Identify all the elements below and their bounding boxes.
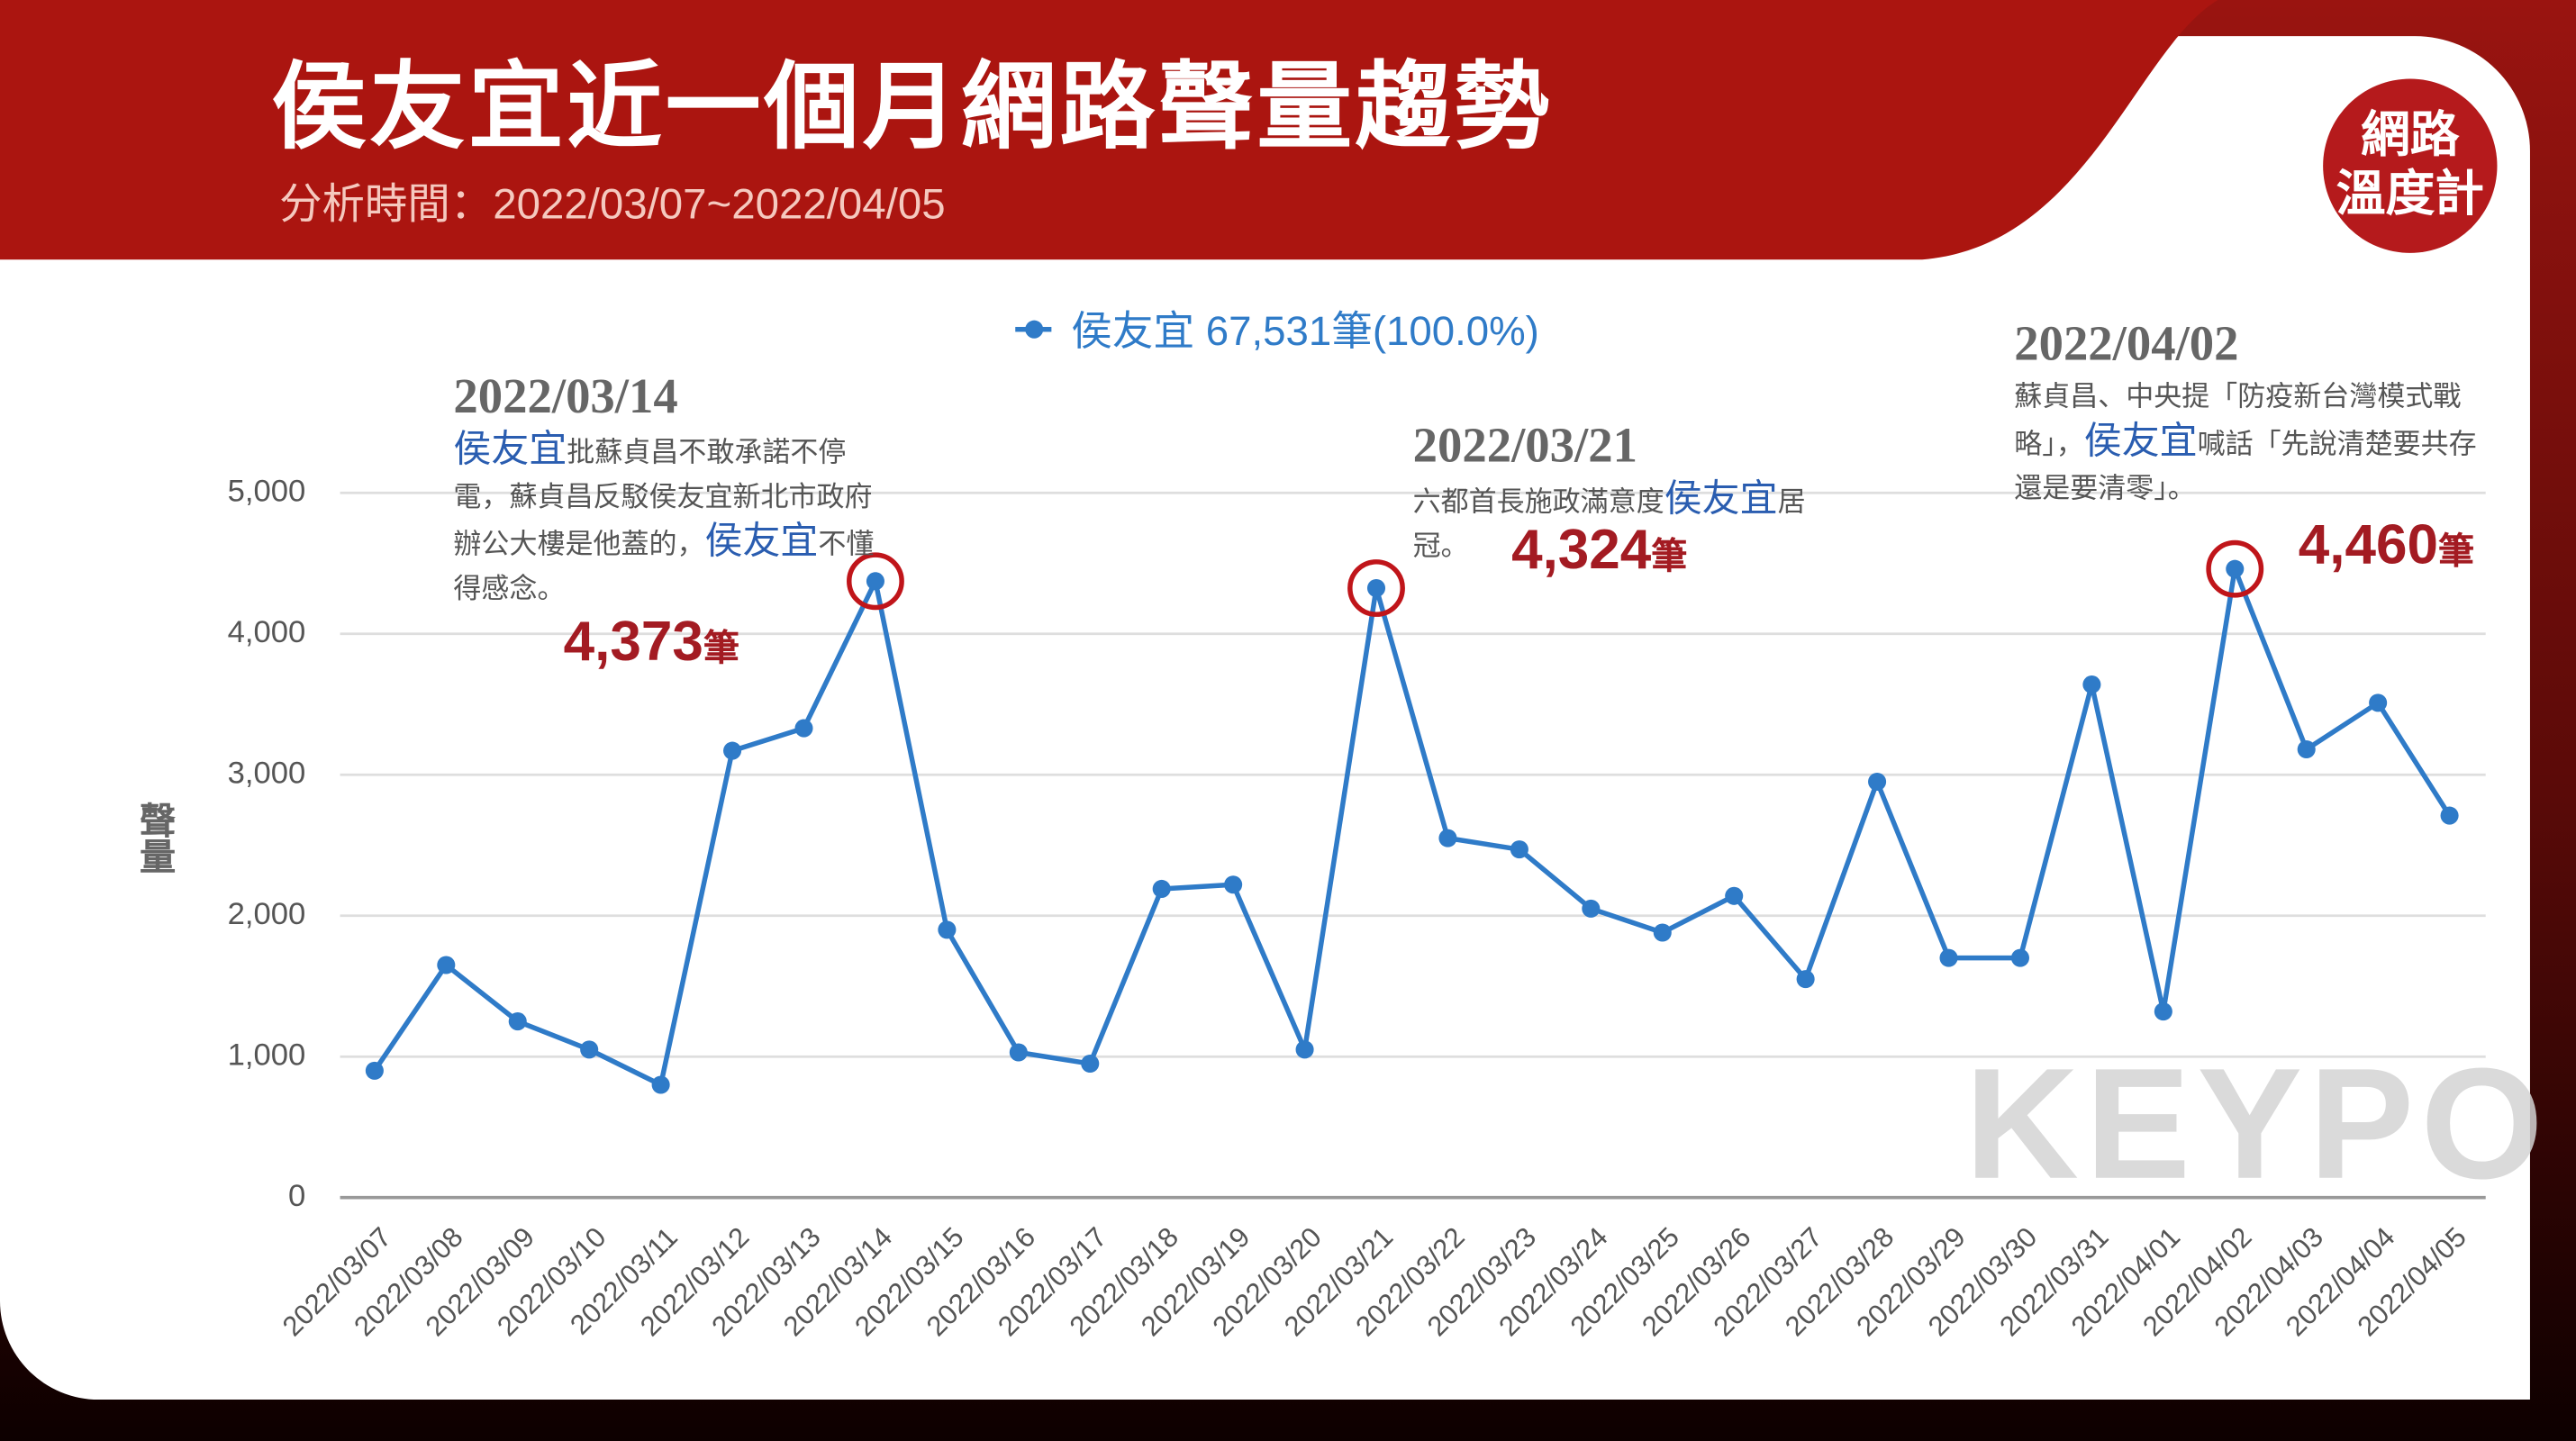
annotation-name: 侯友宜 — [2083, 419, 2198, 462]
y-axis-label: 聲量 — [134, 802, 177, 875]
data-point — [2154, 1002, 2172, 1021]
data-point — [1081, 1054, 1100, 1074]
annotation-name: 侯友宜 — [704, 519, 819, 562]
series-line — [372, 566, 2452, 1088]
data-point — [866, 572, 884, 591]
data-point — [1009, 1043, 1028, 1062]
data-point — [1152, 879, 1171, 898]
data-point — [2369, 693, 2388, 712]
annotation-text: 不懂得感念。 — [453, 529, 875, 605]
chart-subtitle: 分析時間：2022/03/07~2022/04/05 — [279, 178, 946, 229]
data-point — [938, 920, 957, 939]
legend-detail: 67,531筆(100.0%) — [1205, 308, 1539, 355]
header-band — [0, 0, 2218, 260]
annotation: 2022/03/21 六都首長施政滿意度侯友宜居冠。 — [1413, 417, 1848, 568]
legend-label: 侯友宜 — [1071, 308, 1195, 355]
data-point — [1939, 948, 1958, 967]
annotation-name: 侯友宜 — [1664, 476, 1778, 520]
y-tick-label: 5,000 — [228, 474, 306, 508]
y-tick-label: 0 — [288, 1179, 305, 1213]
y-tick-label: 4,000 — [228, 615, 306, 649]
data-point — [1438, 829, 1457, 847]
value-label: 4,324筆 — [1511, 519, 1687, 583]
legend-marker — [1015, 319, 1052, 338]
data-point — [1224, 875, 1243, 894]
data-point — [723, 741, 742, 760]
data-point — [651, 1075, 670, 1094]
data-point — [2010, 948, 2029, 967]
logo-line: 溫度計 — [2336, 168, 2484, 222]
data-point — [365, 1061, 384, 1080]
data-point — [1653, 923, 1672, 942]
y-tick-label: 1,000 — [228, 1038, 306, 1072]
logo-line: 網路 — [2361, 108, 2460, 163]
value-label-number: 4,373 — [563, 611, 703, 674]
data-point — [1725, 886, 1744, 905]
annotation-name: 侯友宜 — [453, 427, 567, 470]
data-point — [1868, 772, 1887, 792]
legend-entry: 侯友宜 67,531筆(100.0%) — [1015, 299, 1539, 358]
value-label-unit: 筆 — [703, 627, 739, 669]
annotation-text: 批蘇貞昌不敢承諾不停電，蘇貞昌反駁侯友宜新北市政府辦公大樓是他蓋的， — [453, 437, 873, 560]
annotation-date: 2022/04/02 — [2014, 317, 2239, 372]
data-point — [1796, 970, 1815, 989]
data-point — [2082, 675, 2101, 694]
annotation: 2022/04/02 蘇貞昌、中央提「防疫新台灣模式戰略」，侯友宜喊話「先說清楚要… — [2014, 315, 2490, 511]
data-point — [1510, 840, 1528, 859]
data-point — [1366, 578, 1386, 598]
data-point — [2440, 806, 2459, 825]
data-point — [580, 1040, 599, 1059]
value-label-number: 4,460 — [2298, 513, 2438, 577]
y-tick-label: 3,000 — [228, 756, 306, 790]
y-tick-label: 2,000 — [228, 897, 306, 931]
annotation-text: 喊話「先說清楚要共存還是要清零」。 — [2014, 429, 2477, 504]
annotation-text: 蘇貞昌、中央提「防疫新台灣模式戰略」， — [2014, 381, 2462, 460]
data-point — [437, 956, 456, 974]
data-point — [1582, 899, 1601, 918]
data-point — [2226, 559, 2245, 578]
data-point — [1295, 1040, 1314, 1059]
panel — [0, 36, 2530, 1400]
value-label: 4,373筆 — [564, 612, 739, 675]
chart-title: 侯友宜近一個月網路聲量趨勢 — [270, 54, 1553, 161]
annotation-date: 2022/03/14 — [453, 369, 678, 424]
data-point — [794, 719, 813, 738]
value-label: 4,460筆 — [2299, 514, 2474, 578]
annotation-date: 2022/03/21 — [1412, 419, 1637, 474]
annotation-text: 居冠。 — [1412, 485, 1806, 562]
value-label-unit: 筆 — [2437, 530, 2475, 572]
annotation-text: 六都首長施政滿意度 — [1412, 485, 1664, 518]
watermark: KEYPO — [1964, 1036, 2551, 1213]
data-point — [508, 1012, 527, 1031]
value-label-number: 4,324 — [1511, 519, 1652, 582]
highlight-ring — [1347, 559, 1405, 617]
highlight-ring — [2206, 539, 2264, 598]
value-label-unit: 筆 — [1651, 535, 1688, 577]
logo: 網路 溫度計 — [2323, 78, 2498, 253]
annotation: 2022/03/14 侯友宜批蘇貞昌不敢承諾不停電，蘇貞昌反駁侯友宜新北市政府辦公… — [453, 368, 884, 612]
highlight-ring — [847, 552, 904, 611]
data-point — [2297, 739, 2316, 759]
